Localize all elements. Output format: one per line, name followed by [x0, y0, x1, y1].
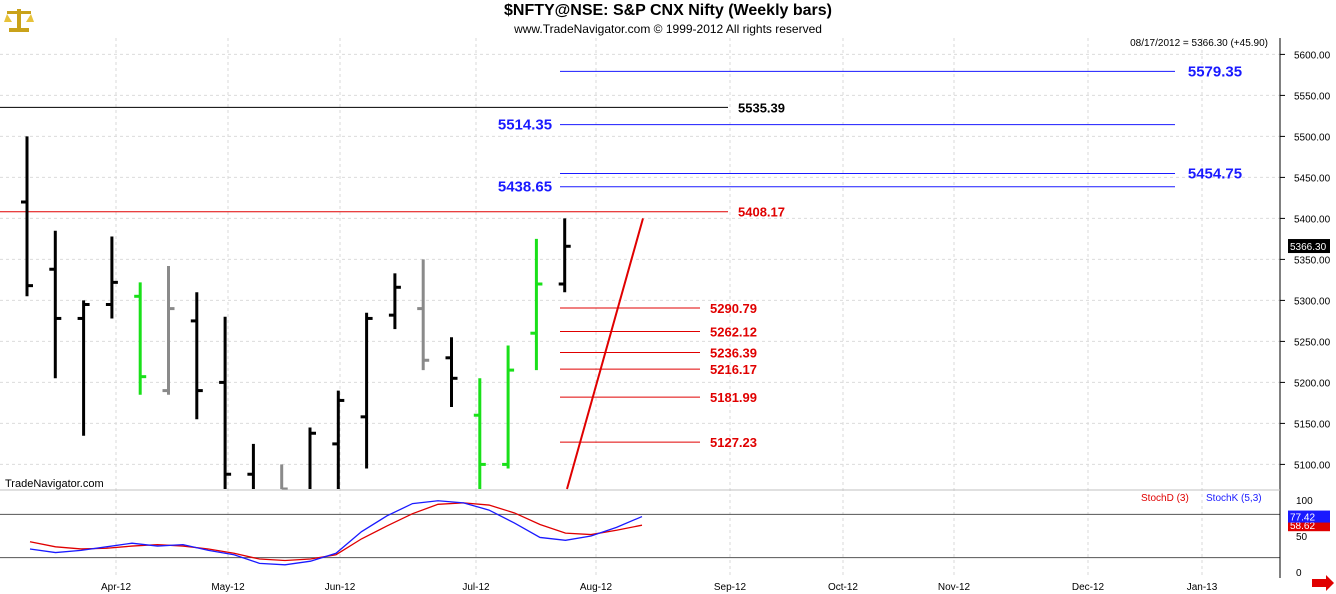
ohlc-bar	[105, 236, 118, 319]
ohlc-bar	[247, 443, 255, 489]
level-label: 5438.65	[498, 179, 552, 196]
y-tick-label: 5150.00	[1294, 419, 1331, 430]
ohlc-bar	[49, 230, 62, 379]
y-tick-label: 5250.00	[1294, 337, 1331, 348]
watermark-text: TradeNavigator.com	[5, 478, 104, 490]
level-label: 5127.23	[710, 435, 757, 450]
stochastic-panel: StochD (3) StochK (5,3)	[0, 493, 1280, 566]
x-tick-label: Apr-12	[101, 582, 131, 593]
chart-extras: TradeNavigator.com	[0, 478, 1334, 591]
stoch-last-label: 58.62	[1290, 521, 1315, 532]
chart-subtitle: www.TradeNavigator.com © 1999-2012 All r…	[514, 22, 822, 36]
x-tick-label: Jan-13	[1187, 582, 1218, 593]
y-tick-label: 5600.00	[1294, 50, 1331, 61]
ohlc-bar	[360, 312, 373, 469]
y-tick-label: 5350.00	[1294, 255, 1331, 266]
last-price-label: 5366.30	[1290, 242, 1327, 253]
x-tick-label: May-12	[211, 582, 245, 593]
axes: 5100.00 5150.00 5200.00 5250.00 5300.00 5350.…	[101, 38, 1336, 594]
ohlc-bar	[445, 337, 458, 407]
ohlc-bar	[21, 136, 33, 297]
y-tick-label: 5500.00	[1294, 132, 1331, 143]
trend-line	[566, 218, 644, 490]
stoch-series-line	[29, 502, 643, 562]
stoch-y-label: 100	[1296, 496, 1313, 507]
scroll-right-arrow-icon	[1312, 575, 1334, 591]
level-label: 5236.39	[710, 346, 757, 361]
ohlc-bar	[473, 378, 486, 489]
x-tick-label: Aug-12	[580, 582, 613, 593]
ohlc-bar	[190, 292, 203, 420]
ohlc-bar	[530, 238, 543, 371]
y-tick-label: 5550.00	[1294, 91, 1331, 102]
y-tick-label: 5300.00	[1294, 296, 1331, 307]
ohlc-bar	[134, 282, 147, 395]
stoch-last-box	[1288, 510, 1330, 523]
price-levels: 5579.35 5535.39 5514.35 5454.75 5438.65 5408.…	[0, 63, 1242, 450]
level-label: 5262.12	[710, 324, 757, 339]
chart-title: $NFTY@NSE: S&P CNX Nifty (Weekly bars)	[504, 2, 832, 19]
level-label: 5181.99	[710, 390, 757, 405]
level-label: 5579.35	[1188, 63, 1242, 80]
x-tick-label: Jun-12	[325, 582, 356, 593]
ohlc-bar	[388, 273, 401, 330]
last-price-box	[1288, 239, 1330, 254]
level-label: 5514.35	[498, 117, 552, 134]
ohlc-bar	[280, 464, 288, 491]
chart-header: $NFTY@NSE: S&P CNX Nifty (Weekly bars) w…	[0, 0, 1336, 38]
x-tick-label: Sep-12	[714, 582, 747, 593]
level-label: 5216.17	[710, 362, 757, 377]
legend-stochk: StochK (5,3)	[1206, 493, 1262, 504]
ohlc-bar	[162, 265, 175, 395]
trendline	[566, 218, 644, 490]
stoch-series-line	[29, 500, 643, 566]
stoch-y-label: 50	[1296, 532, 1308, 543]
ohlc-bar	[332, 390, 345, 489]
ohlc-bar	[219, 316, 232, 489]
x-tick-label: Oct-12	[828, 582, 858, 593]
right-axis-area	[1280, 38, 1336, 594]
y-tick-label: 5100.00	[1294, 460, 1331, 471]
y-tick-label: 5400.00	[1294, 214, 1331, 225]
y-tick-label: 5200.00	[1294, 378, 1331, 389]
level-label: 5408.17	[738, 205, 785, 220]
stoch-last-label: 77.42	[1290, 513, 1315, 524]
scales-logo-icon	[4, 9, 34, 32]
stoch-y-label: 0	[1296, 568, 1302, 579]
x-tick-label: Dec-12	[1072, 582, 1105, 593]
legend-stochd: StochD (3)	[1141, 493, 1189, 504]
level-label: 5535.39	[738, 100, 785, 115]
x-tick-label: Nov-12	[938, 582, 971, 593]
y-tick-label: 5450.00	[1294, 173, 1331, 184]
last-bar-readout: 08/17/2012 = 5366.30 (+45.90)	[1130, 38, 1268, 49]
level-label: 5454.75	[1188, 166, 1242, 183]
x-tick-label: Jul-12	[462, 582, 490, 593]
ohlc-bar	[77, 300, 90, 436]
level-label: 5290.79	[710, 301, 757, 316]
ohlc-bar	[308, 427, 316, 489]
price-bars	[21, 136, 571, 491]
ohlc-bar	[417, 259, 430, 371]
ohlc-bar	[502, 345, 515, 469]
ohlc-bar	[558, 218, 571, 293]
